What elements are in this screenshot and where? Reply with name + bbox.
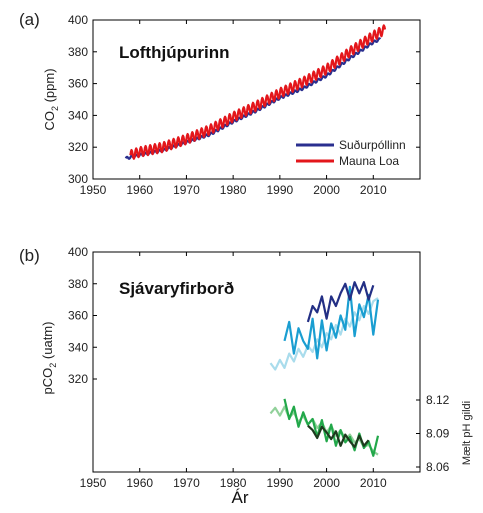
series-line-mauna-loa bbox=[129, 24, 387, 160]
x-axis-label: Ár bbox=[232, 488, 249, 507]
ph-tick-label: 8.09 bbox=[426, 427, 450, 441]
y-tick-label: 380 bbox=[68, 45, 88, 59]
x-tick-label: 1970 bbox=[173, 183, 200, 197]
panel-b-title: Sjávaryfirborð bbox=[119, 279, 234, 298]
panel-a-title: Lofthjúpurinn bbox=[119, 43, 229, 62]
panel-label-b: (b) bbox=[19, 246, 40, 265]
y-tick-label: 320 bbox=[68, 372, 88, 386]
panel-label-a: (a) bbox=[19, 10, 40, 29]
x-tick-label: 2010 bbox=[360, 476, 387, 490]
pco2-line-2 bbox=[306, 281, 375, 323]
x-tick-label: 1970 bbox=[173, 476, 200, 490]
x-tick-label: 1980 bbox=[220, 476, 247, 490]
panel-b-frame bbox=[92, 251, 421, 473]
y-tick-label: 340 bbox=[68, 108, 88, 122]
x-tick-label: 1950 bbox=[80, 476, 107, 490]
x-tick-label: 1990 bbox=[267, 183, 294, 197]
x-tick-label: 1960 bbox=[126, 476, 153, 490]
y-tick-label: 400 bbox=[68, 13, 88, 27]
ph-tick-label: 8.06 bbox=[426, 460, 450, 474]
x-tick-label: 1960 bbox=[126, 183, 153, 197]
y-tick-label: 360 bbox=[68, 309, 88, 323]
ph-tick-label: 8.12 bbox=[426, 393, 450, 407]
x-tick-label: 1950 bbox=[80, 183, 107, 197]
legend-label: Mauna Loa bbox=[339, 154, 399, 168]
ph-line-2 bbox=[307, 424, 370, 448]
x-tick-label: 2000 bbox=[313, 476, 340, 490]
y-axis-label-ph: Mælt pH gildi bbox=[461, 401, 473, 465]
y-axis-label: CO2 (ppm) bbox=[42, 68, 60, 130]
y-tick-label: 380 bbox=[68, 277, 88, 291]
x-tick-label: 2000 bbox=[313, 183, 340, 197]
y-tick-label: 300 bbox=[68, 172, 88, 186]
ph-line-1 bbox=[283, 398, 380, 457]
pco2-line-1 bbox=[283, 285, 380, 360]
panel-a-frame bbox=[92, 19, 421, 180]
legend-label: Suðurpóllinn bbox=[339, 138, 406, 152]
y-axis-label-pco2: pCO2 (uatm) bbox=[40, 322, 58, 395]
y-tick-label: 360 bbox=[68, 77, 88, 91]
y-tick-label: 340 bbox=[68, 340, 88, 354]
y-tick-label: 320 bbox=[68, 140, 88, 154]
x-tick-label: 2010 bbox=[360, 183, 387, 197]
x-tick-label: 1990 bbox=[267, 476, 294, 490]
y-tick-label: 400 bbox=[68, 245, 88, 259]
x-tick-label: 1980 bbox=[220, 183, 247, 197]
